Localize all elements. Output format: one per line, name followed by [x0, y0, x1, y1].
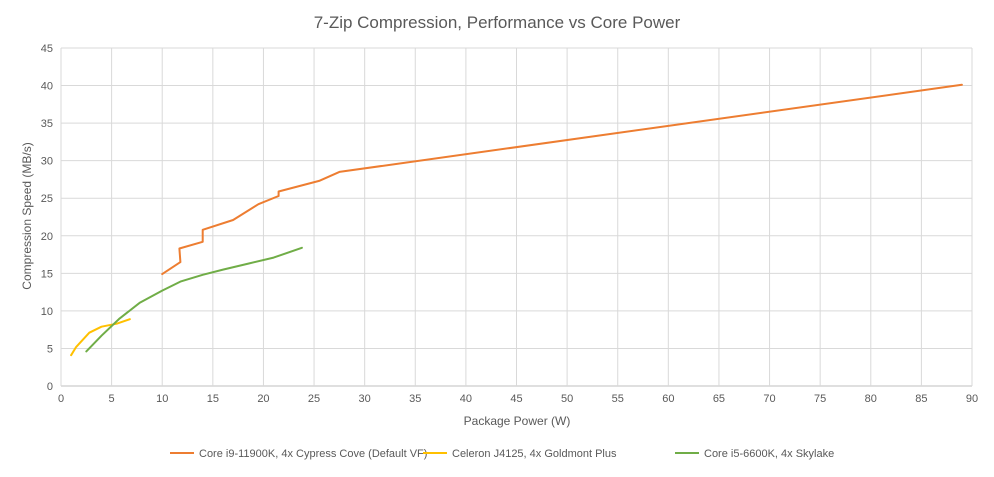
x-tick-label: 5 [109, 393, 115, 405]
y-tick-label: 0 [47, 381, 53, 393]
chart-title: 7-Zip Compression, Performance vs Core P… [314, 13, 681, 32]
x-tick-label: 35 [409, 393, 421, 405]
y-tick-label: 35 [41, 118, 53, 130]
y-tick-label: 45 [41, 43, 53, 55]
y-tick-label: 25 [41, 193, 53, 205]
legend-label: Celeron J4125, 4x Goldmont Plus [452, 448, 617, 460]
x-tick-label: 80 [865, 393, 877, 405]
x-tick-label: 30 [359, 393, 371, 405]
legend-item-0: Core i9-11900K, 4x Cypress Cove (Default… [170, 448, 427, 460]
x-tick-label: 50 [561, 393, 573, 405]
legend-item-1: Celeron J4125, 4x Goldmont Plus [423, 448, 617, 460]
y-tick-label: 30 [41, 156, 53, 168]
gridlines [60, 47, 973, 387]
series-line-1 [70, 318, 131, 357]
x-axis-label: Package Power (W) [464, 414, 571, 428]
legend-label: Core i9-11900K, 4x Cypress Cove (Default… [199, 448, 427, 460]
x-tick-label: 0 [58, 393, 64, 405]
x-tick-label: 75 [814, 393, 826, 405]
x-tick-label: 55 [612, 393, 624, 405]
series-lines [70, 83, 963, 357]
x-tick-label: 60 [662, 393, 674, 405]
x-tick-label: 25 [308, 393, 320, 405]
y-tick-label: 40 [41, 81, 53, 93]
y-tick-label: 10 [41, 306, 53, 318]
y-tick-labels: 0 5 10 15 20 25 30 35 40 45 [41, 43, 53, 393]
x-tick-label: 65 [713, 393, 725, 405]
x-tick-label: 15 [207, 393, 219, 405]
y-tick-label: 20 [41, 231, 53, 243]
series-line-2 [85, 246, 303, 353]
x-tick-label: 90 [966, 393, 978, 405]
y-tick-label: 5 [47, 343, 53, 355]
x-tick-label: 20 [257, 393, 269, 405]
x-tick-label: 10 [156, 393, 168, 405]
x-tick-labels: 0 5 10 15 20 25 30 35 40 45 50 55 60 65 70 75 80 85 90 [58, 393, 978, 405]
series-line-0 [161, 83, 963, 276]
legend: Core i9-11900K, 4x Cypress Cove (Default… [170, 448, 834, 460]
x-tick-label: 40 [460, 393, 472, 405]
y-axis-label: Compression Speed (MB/s) [20, 142, 34, 289]
y-tick-label: 15 [41, 268, 53, 280]
x-tick-label: 85 [915, 393, 927, 405]
x-tick-label: 70 [763, 393, 775, 405]
legend-label: Core i5-6600K, 4x Skylake [704, 448, 834, 460]
legend-item-2: Core i5-6600K, 4x Skylake [675, 448, 834, 460]
x-tick-label: 45 [510, 393, 522, 405]
